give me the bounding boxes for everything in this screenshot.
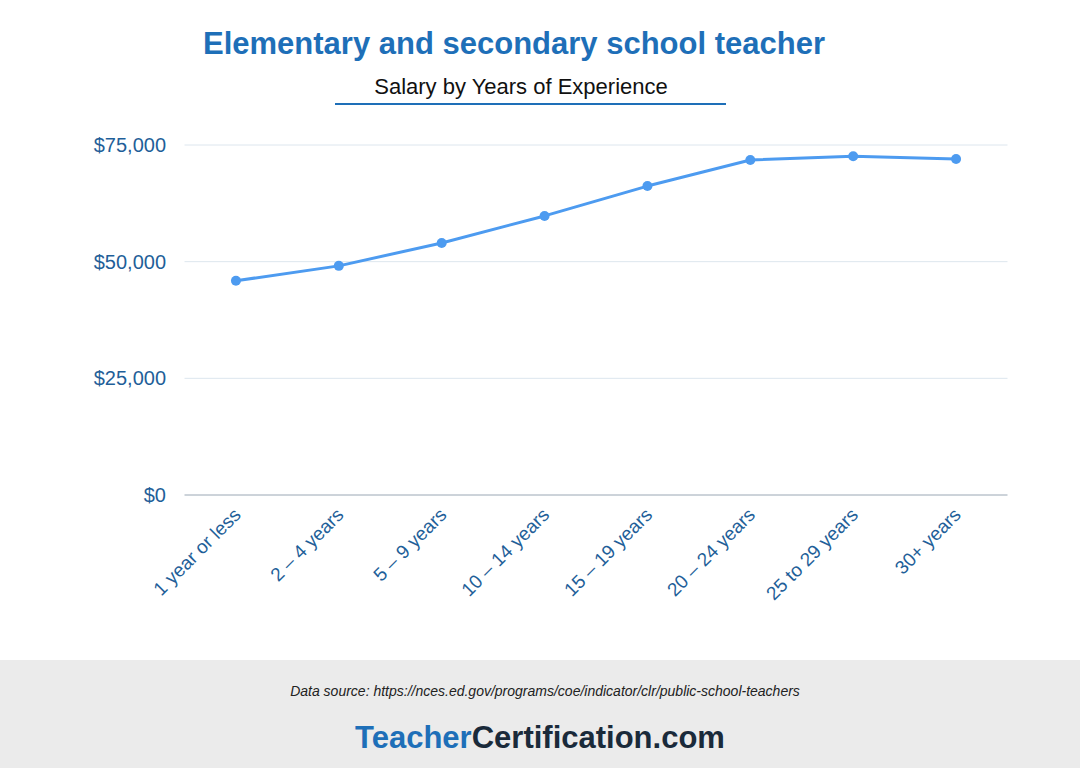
y-tick-label: $0	[144, 484, 166, 506]
grid-line	[185, 145, 1008, 146]
y-tick-label: $50,000	[94, 251, 166, 273]
marker	[745, 155, 755, 165]
x-tick-label: 25 to 29 years	[762, 504, 862, 604]
x-tick-label: 1 year or less	[149, 504, 244, 599]
marker	[848, 151, 858, 161]
grid-line	[185, 378, 1008, 379]
x-tick-label: 15 – 19 years	[560, 504, 656, 600]
x-axis-line	[185, 495, 1008, 496]
x-tick-label: 20 – 24 years	[663, 504, 759, 600]
series	[231, 151, 961, 286]
x-tick-label: 5 – 9 years	[369, 504, 450, 585]
x-tick-label: 30+ years	[891, 504, 965, 578]
grid-line	[185, 261, 1008, 262]
line	[236, 156, 956, 281]
marker	[437, 238, 447, 248]
y-tick-label: $75,000	[94, 134, 166, 156]
marker	[951, 154, 961, 164]
background	[0, 0, 1080, 768]
x-tick-label: 2 – 4 years	[266, 504, 347, 585]
chart-root: Elementary and secondary school teacher S…	[0, 0, 1080, 768]
marker	[642, 181, 652, 191]
x-tick-label: 10 – 14 years	[457, 504, 553, 600]
title: Elementary and secondary school teacher	[203, 26, 825, 61]
footer-band	[0, 660, 1080, 768]
marker	[231, 276, 241, 286]
brand-part: Certification.com	[472, 720, 725, 755]
x-axis: 1 year or less 2 – 4 years 5 – 9 years10 –…	[149, 504, 965, 604]
brand: TeacherCertification.com	[355, 720, 725, 755]
brand-part: Teacher	[355, 720, 472, 755]
subtitle-underline	[335, 103, 726, 105]
y-tick-label: $25,000	[94, 367, 166, 389]
y-axis: $0 $25,000 $50,000 $75,000	[94, 134, 1008, 506]
marker	[540, 211, 550, 221]
marker	[334, 261, 344, 271]
source: Data source: https://nces.ed.gov/program…	[290, 683, 800, 699]
subtitle: Salary by Years of Experience	[374, 74, 668, 99]
